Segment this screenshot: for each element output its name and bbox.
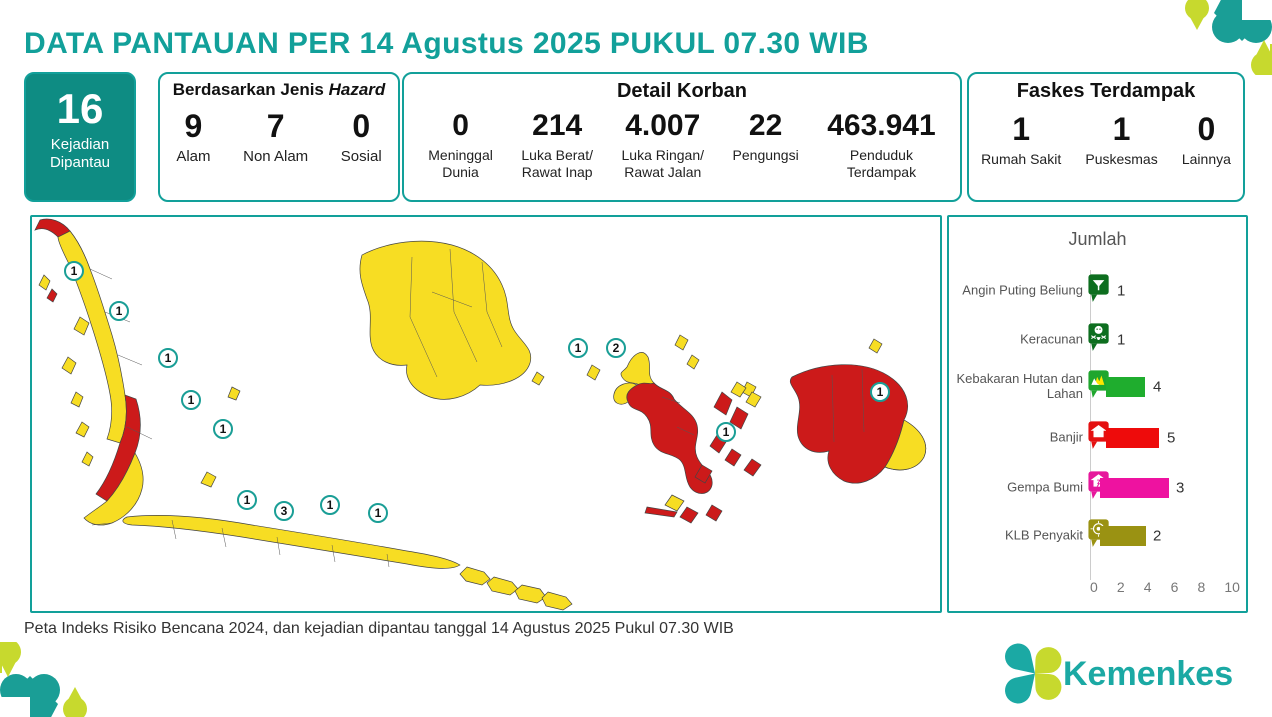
svg-text:Kemenkes: Kemenkes: [1063, 655, 1233, 693]
